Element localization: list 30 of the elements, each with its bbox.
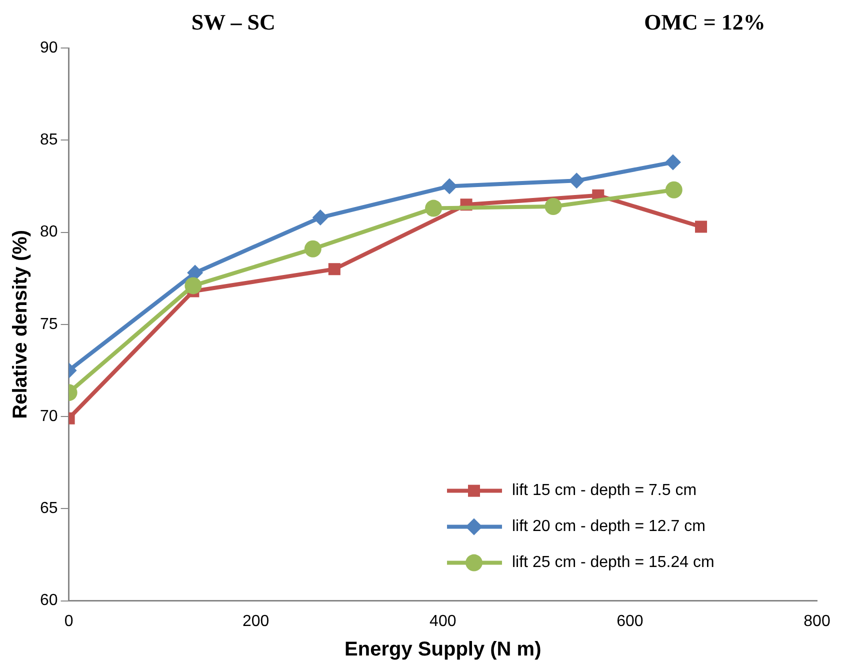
y-tick-label: 80 [40,224,58,241]
y-tick-label: 60 [40,592,58,610]
text: OMC = 12% [644,10,766,35]
legend-label: lift 20 cm - depth = 12.7 cm [512,518,706,536]
y-tick-label: 75 [40,316,58,333]
point [568,172,585,189]
x-axis-title: Energy Supply (N m) [344,638,542,661]
x-tick-label: 200 [242,612,270,630]
legend-label: lift 15 cm - depth = 7.5 cm [512,482,697,500]
point [312,210,328,226]
point [664,154,681,170]
point [665,181,682,198]
text: SW – SC [191,10,276,35]
x-tick-label: 400 [430,612,456,630]
y-tick-label: 65 [40,500,58,518]
point [425,200,442,217]
x-tick-label: 0 [64,612,74,630]
point [441,178,458,194]
y-tick-label: 85 [40,132,58,149]
point [544,198,562,215]
y-tick-label: 70 [40,408,58,425]
point [184,277,202,294]
y-axis-title: Relative density (%) [10,230,32,419]
point [328,263,340,276]
point [695,220,708,233]
y-tick-label: 90 [40,39,58,56]
point [304,240,322,258]
x-tick-label: 600 [616,612,644,630]
x-tick-label: 800 [804,612,830,630]
legend-label: lift 25 cm - depth = 15.24 cm [512,554,714,572]
